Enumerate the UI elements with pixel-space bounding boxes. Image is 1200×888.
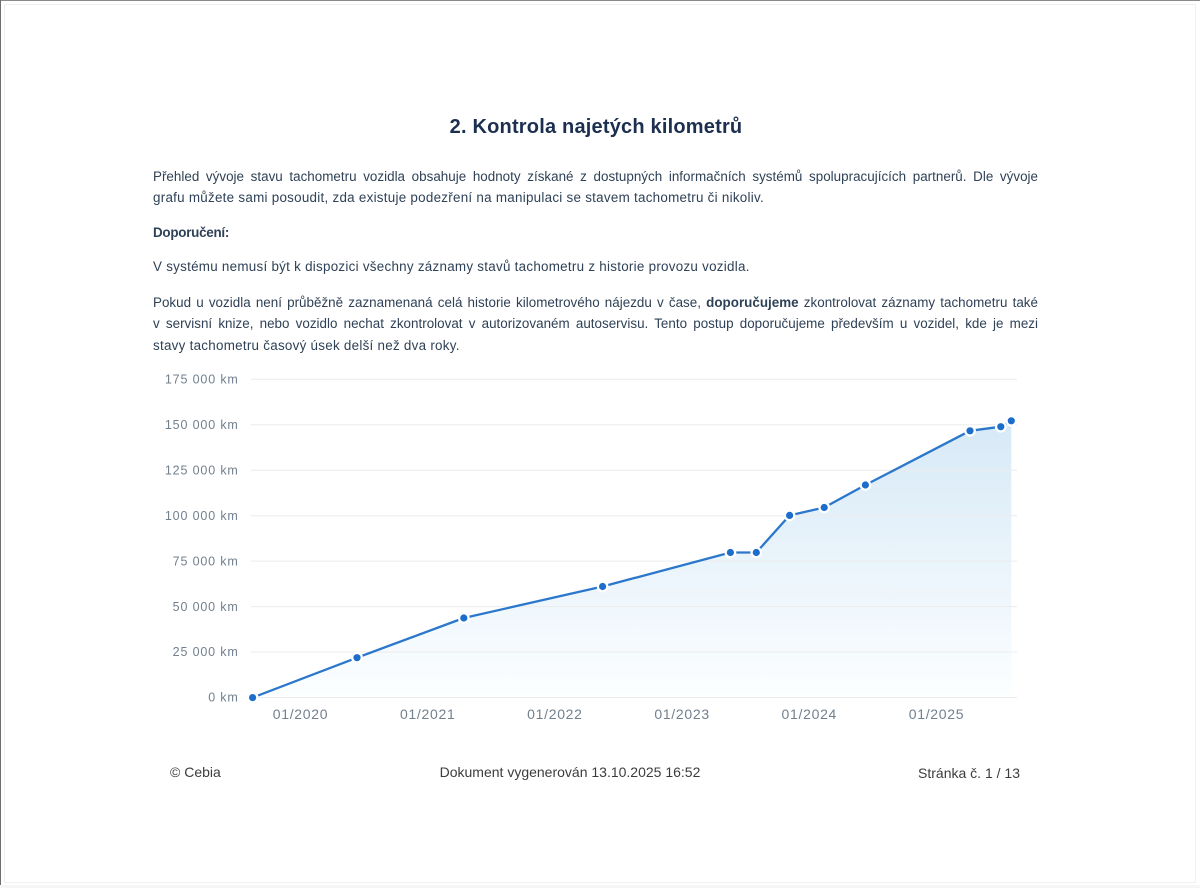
svg-text:100 000 km: 100 000 km: [165, 509, 239, 523]
svg-text:01/2023: 01/2023: [654, 706, 710, 722]
svg-text:01/2022: 01/2022: [527, 706, 583, 722]
svg-text:01/2021: 01/2021: [400, 706, 456, 722]
svg-text:25 000 km: 25 000 km: [173, 645, 239, 659]
svg-text:175 000 km: 175 000 km: [165, 373, 239, 387]
svg-text:01/2020: 01/2020: [273, 706, 329, 722]
svg-text:01/2024: 01/2024: [782, 706, 838, 722]
svg-text:01/2025: 01/2025: [909, 706, 965, 722]
svg-text:0 km: 0 km: [208, 691, 239, 705]
svg-text:150 000 km: 150 000 km: [165, 418, 239, 432]
svg-text:50 000 km: 50 000 km: [173, 600, 239, 614]
svg-text:75 000 km: 75 000 km: [173, 554, 239, 568]
svg-text:125 000 km: 125 000 km: [165, 463, 239, 477]
